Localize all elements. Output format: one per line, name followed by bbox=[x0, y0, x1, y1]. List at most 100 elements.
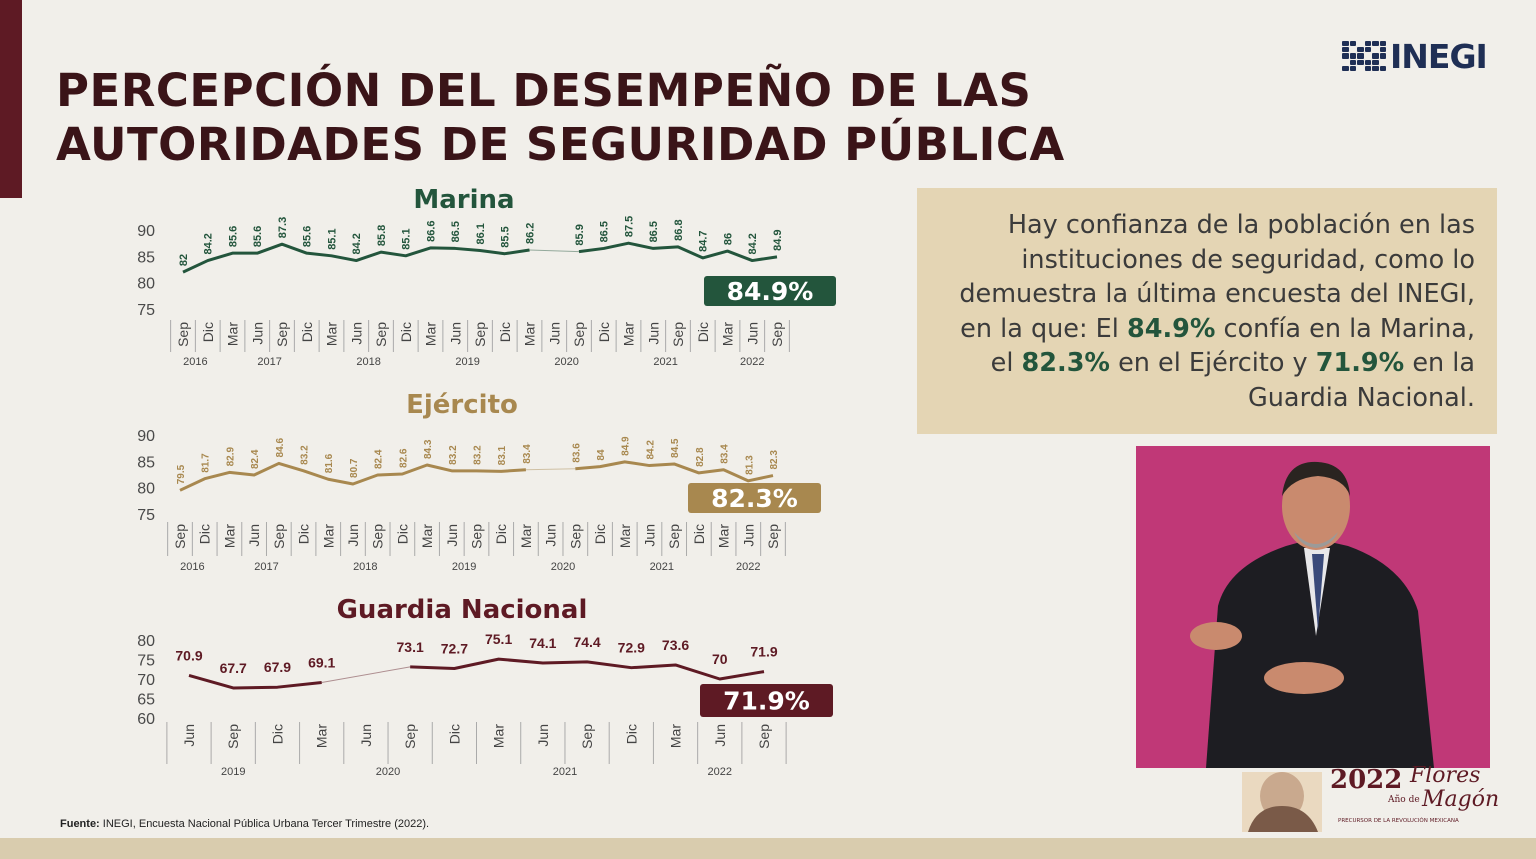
data-label: 80.7 bbox=[349, 458, 360, 478]
x-tick-label: Sep bbox=[225, 724, 241, 749]
info-text-1: Hay confianza de la población en las ins… bbox=[959, 210, 1475, 344]
x-tick-label: Sep bbox=[175, 322, 191, 347]
x-tick-label: Dic bbox=[691, 524, 707, 544]
data-label: 86 bbox=[723, 233, 735, 245]
info-value-ejercito: 82.3% bbox=[1021, 348, 1110, 378]
x-tick-label: Mar bbox=[716, 524, 732, 548]
x-tick-label: Dic bbox=[299, 322, 315, 342]
source-note: Fuente: INEGI, Encuesta Nacional Pública… bbox=[60, 818, 429, 830]
data-label: 69.1 bbox=[308, 655, 335, 671]
y-tick-label: 85 bbox=[137, 249, 155, 266]
y-tick-label: 75 bbox=[137, 653, 155, 670]
x-tick-label: Dic bbox=[592, 524, 608, 544]
chart-3: Guardia Nacional 80 75 70 65 60 70.9 67.7 67.9 69… bbox=[137, 595, 833, 778]
data-label: 67.7 bbox=[220, 660, 247, 676]
data-label: 75.1 bbox=[485, 631, 512, 647]
x-tick-label: Mar bbox=[314, 724, 330, 748]
year-label: 2020 bbox=[554, 356, 578, 368]
info-text-2: confía en la Marina, el bbox=[990, 313, 1475, 379]
y-tick-label: 85 bbox=[137, 454, 155, 471]
y-tick-label: 80 bbox=[137, 481, 155, 498]
data-label: 74.1 bbox=[529, 635, 556, 651]
y-tick-label: 80 bbox=[137, 276, 155, 293]
x-tick-label: Sep bbox=[769, 322, 785, 347]
year-label: 2018 bbox=[356, 356, 380, 368]
bottom-band bbox=[0, 838, 1536, 859]
year-label: 2021 bbox=[553, 766, 577, 778]
sign-language-interpreter-video bbox=[1136, 446, 1490, 768]
series-gap-connector bbox=[529, 249, 580, 253]
data-label: 84.6 bbox=[275, 438, 286, 458]
data-label: 81.7 bbox=[201, 453, 212, 473]
y-tick-label: 65 bbox=[137, 692, 155, 709]
chart-2: Ejército 90 85 80 75 79.5 81.7 82.9 82.4 84.6 83.2… bbox=[137, 390, 821, 573]
page-title: PERCEPCIÓN DEL DESEMPEÑO DE LAS AUTORIDA… bbox=[56, 64, 1065, 172]
x-tick-label: Jun bbox=[744, 322, 760, 345]
data-label: 83.1 bbox=[497, 445, 508, 465]
data-label: 86.6 bbox=[426, 220, 438, 241]
x-tick-label: Dic bbox=[394, 524, 410, 544]
data-label: 82 bbox=[178, 254, 190, 266]
x-tick-label: Mar bbox=[668, 724, 684, 748]
data-label: 87.5 bbox=[624, 216, 636, 237]
data-label: 84.9 bbox=[621, 436, 632, 456]
x-tick-label: Dic bbox=[446, 724, 462, 744]
x-tick-label: Sep bbox=[756, 724, 772, 749]
data-label: 83.2 bbox=[473, 445, 484, 465]
value-badge-text: 82.3% bbox=[711, 484, 798, 513]
x-tick-label: Sep bbox=[402, 724, 418, 749]
x-tick-label: Dic bbox=[596, 322, 612, 342]
y-tick-label: 70 bbox=[137, 672, 155, 689]
x-tick-label: Dic bbox=[695, 322, 711, 342]
data-label: 73.1 bbox=[397, 639, 424, 655]
y-tick-label: 90 bbox=[137, 428, 155, 445]
value-badge bbox=[688, 483, 821, 513]
x-tick-label: Mar bbox=[720, 322, 736, 346]
series-gap-connector bbox=[525, 468, 576, 471]
data-label: 71.9 bbox=[750, 644, 777, 660]
data-label: 70.9 bbox=[175, 647, 202, 663]
interpreter-body-shape bbox=[1206, 541, 1434, 768]
data-label: 74.4 bbox=[573, 634, 600, 650]
x-tick-label: Mar bbox=[518, 524, 534, 548]
x-tick-label: Mar bbox=[491, 724, 507, 748]
year-label: 2022 bbox=[740, 356, 764, 368]
x-tick-label: Mar bbox=[320, 524, 336, 548]
x-tick-label: Jun bbox=[645, 322, 661, 345]
year-label: 2020 bbox=[551, 561, 575, 573]
emblem-name-2: Magón bbox=[1421, 787, 1498, 812]
chart-1: Marina 90 85 80 75 82 84.2 85.6 85.6 87.3 85.6 85.1… bbox=[137, 185, 836, 368]
info-value-marina: 84.9% bbox=[1126, 313, 1216, 344]
interpreter-head-shape bbox=[1282, 462, 1350, 550]
x-tick-label: Mar bbox=[324, 322, 340, 346]
data-label: 83.2 bbox=[448, 445, 459, 465]
page-title-line-1: PERCEPCIÓN DEL DESEMPEÑO DE LAS bbox=[56, 64, 1032, 117]
x-tick-label: Sep bbox=[370, 524, 386, 549]
x-tick-label: Sep bbox=[373, 322, 389, 347]
flores-magon-emblem: 2022 Flores Año de Magón PRECURSOR DE LA… bbox=[1242, 766, 1498, 832]
data-label: 85.6 bbox=[302, 226, 314, 247]
chart-title: Marina bbox=[413, 185, 514, 215]
x-tick-label: Sep bbox=[472, 322, 488, 347]
data-label: 84.5 bbox=[670, 438, 681, 458]
x-tick-label: Jun bbox=[641, 524, 657, 547]
data-label: 82.3 bbox=[769, 450, 780, 470]
x-tick-label: Dic bbox=[493, 524, 509, 544]
year-label: 2016 bbox=[183, 356, 207, 368]
data-label: 82.8 bbox=[695, 447, 706, 467]
data-label: 85.6 bbox=[252, 226, 264, 247]
value-badge-text: 71.9% bbox=[723, 687, 810, 716]
data-label: 73.6 bbox=[662, 637, 689, 653]
x-tick-label: Dic bbox=[269, 724, 285, 744]
logo-dots-icon bbox=[1342, 41, 1386, 71]
y-tick-label: 90 bbox=[137, 223, 155, 240]
year-label: 2017 bbox=[254, 561, 278, 573]
x-tick-label: Mar bbox=[522, 322, 538, 346]
y-tick-label: 75 bbox=[137, 507, 155, 524]
y-tick-label: 80 bbox=[137, 633, 155, 650]
page-title-line-2: AUTORIDADES DE SEGURIDAD PÚBLICA bbox=[56, 118, 1065, 171]
series-line bbox=[578, 241, 778, 263]
y-tick-label: 75 bbox=[137, 302, 155, 319]
data-label: 67.9 bbox=[264, 659, 291, 675]
series-line bbox=[188, 674, 322, 690]
